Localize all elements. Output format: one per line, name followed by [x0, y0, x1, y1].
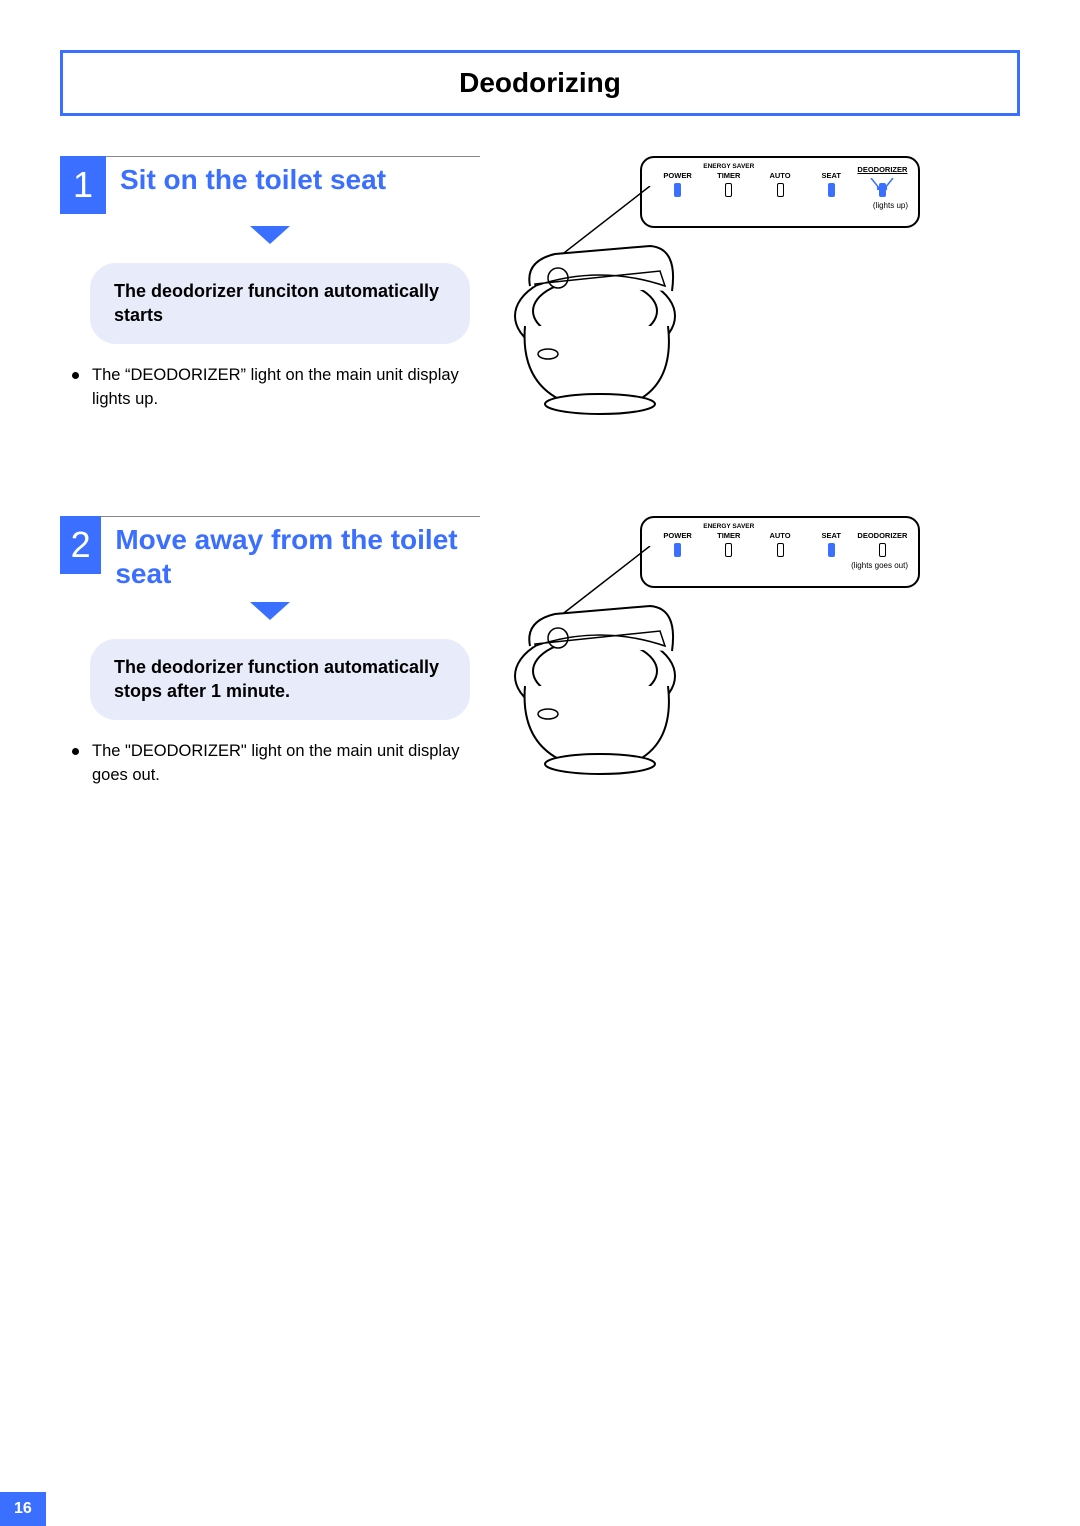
led-seat	[828, 183, 835, 197]
toilet-icon	[500, 186, 700, 416]
page-number: 16	[0, 1492, 46, 1526]
step-2: 2 Move away from the toilet seat The deo…	[60, 516, 1020, 796]
ind-auto-label: AUTO	[754, 172, 805, 180]
led-seat	[828, 543, 835, 557]
led-timer	[725, 183, 732, 197]
step-1-heading: 1 Sit on the toilet seat	[60, 156, 480, 214]
page-title-box: Deodorizing	[60, 50, 1020, 116]
step-1-notes: The “DEODORIZER” light on the main unit …	[60, 364, 480, 412]
highlight-arrows-icon	[867, 178, 897, 190]
step-1-diagram: POWER ENERGY SAVERTIMER AUTO SEAT DEODOR…	[500, 156, 920, 436]
toilet-icon	[500, 546, 700, 776]
step-1-callout: The deodorizer funciton automatically st…	[90, 263, 470, 344]
ind-timer-label: TIMER	[703, 172, 754, 180]
ind-power-label: POWER	[652, 532, 703, 540]
step-1: 1 Sit on the toilet seat The deodorizer …	[60, 156, 1020, 436]
led-deodorizer	[879, 543, 886, 557]
ind-seat-label: SEAT	[806, 532, 857, 540]
ind-seat-label: SEAT	[806, 172, 857, 180]
step-1-note: The “DEODORIZER” light on the main unit …	[70, 364, 480, 412]
step-2-title: Move away from the toilet seat	[115, 517, 480, 590]
page-title: Deodorizing	[63, 67, 1017, 99]
step-2-diagram: POWER ENERGY SAVERTIMER AUTO SEAT DEODOR…	[500, 516, 920, 796]
led-timer	[725, 543, 732, 557]
led-auto	[777, 543, 784, 557]
arrow-down-icon	[60, 602, 480, 625]
ind-power-label: POWER	[652, 172, 703, 180]
ind-timer-label: TIMER	[703, 532, 754, 540]
step-2-heading: 2 Move away from the toilet seat	[60, 516, 480, 590]
step-2-note: The "DEODORIZER" light on the main unit …	[70, 740, 480, 788]
ind-auto-label: AUTO	[754, 532, 805, 540]
step-1-title: Sit on the toilet seat	[120, 157, 386, 197]
ind-energy-label: ENERGY SAVER	[703, 164, 754, 171]
ind-energy-label: ENERGY SAVER	[703, 524, 754, 531]
led-auto	[777, 183, 784, 197]
arrow-down-icon	[60, 226, 480, 249]
step-2-callout: The deodorizer function automatically st…	[90, 639, 470, 720]
ind-deodorizer-label: DEODORIZER	[857, 166, 908, 174]
step-1-number: 1	[60, 156, 106, 214]
ind-deodorizer-label: DEODORIZER	[857, 532, 908, 540]
step-2-number: 2	[60, 516, 101, 574]
step-2-notes: The "DEODORIZER" light on the main unit …	[60, 740, 480, 788]
